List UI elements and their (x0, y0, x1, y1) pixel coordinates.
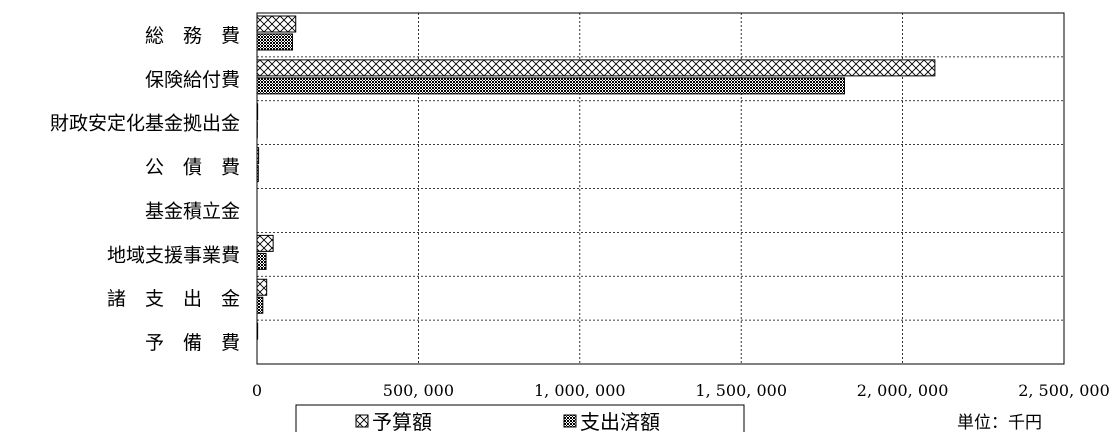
grid-lines (257, 13, 1064, 364)
x-tick-label: 2, 500, 000 (1018, 381, 1110, 400)
legend-swatch-spent (563, 414, 577, 428)
legend-label-spent: 支出済額 (580, 410, 660, 432)
bars (256, 15, 936, 340)
x-tick-labels: 0 500, 000 1, 000, 000 1, 500, 000 2, 000, 0… (252, 381, 1110, 400)
x-tick-label: 2, 000, 000 (857, 381, 949, 400)
category-label: 予 備 費 (145, 332, 240, 354)
plot-area (256, 12, 1065, 365)
category-label: 諸 支 出 金 (107, 288, 240, 310)
bar-budget (256, 103, 259, 121)
legend-swatch-budget (355, 414, 369, 428)
category-label: 保険給付費 (145, 69, 240, 91)
bar-spent (256, 252, 267, 270)
x-tick-label: 1, 000, 000 (534, 381, 626, 400)
bar-spent (256, 165, 259, 183)
category-label: 公 債 費 (145, 157, 240, 179)
bar-budget (256, 15, 297, 33)
x-tick-label: 500, 000 (383, 381, 454, 400)
category-label: 財政安定化基金拠出金 (50, 113, 240, 135)
unit-label: 単位：千円 (957, 413, 1042, 432)
bar-budget (256, 59, 936, 77)
bar-budget (256, 322, 259, 340)
x-tick-label: 1, 500, 000 (695, 381, 787, 400)
legend: 予算額 支出済額 (295, 404, 745, 432)
bar-budget (256, 278, 268, 296)
category-label: 地域支援事業費 (107, 244, 240, 266)
category-label: 総 務 費 (145, 25, 240, 47)
x-tick-label: 0 (252, 381, 262, 400)
legend-label-budget: 予算額 (372, 410, 432, 432)
legend-box (295, 404, 745, 432)
bar-budget (256, 147, 260, 165)
category-label: 基金積立金 (145, 200, 240, 222)
bar-budget (256, 234, 274, 252)
bar-spent (256, 296, 264, 314)
bar-spent (256, 77, 845, 95)
bar-spent (256, 33, 294, 51)
